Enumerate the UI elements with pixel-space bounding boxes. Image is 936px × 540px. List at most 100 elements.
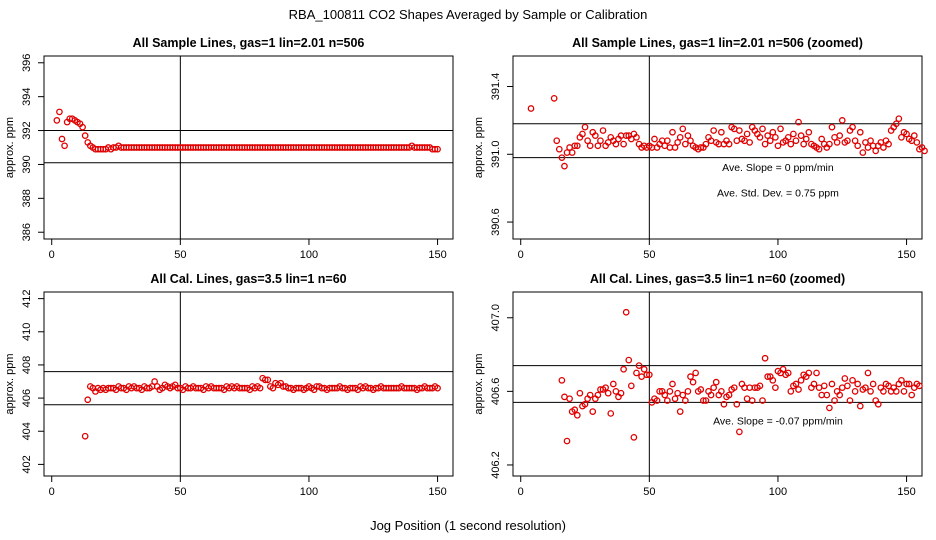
data-point bbox=[772, 133, 779, 141]
data-point bbox=[784, 133, 792, 141]
data-point bbox=[633, 369, 640, 377]
data-point bbox=[748, 397, 756, 404]
data-point bbox=[864, 369, 872, 377]
data-point bbox=[797, 132, 805, 139]
data-point bbox=[831, 397, 838, 404]
data-point bbox=[710, 384, 717, 392]
data-point bbox=[756, 133, 764, 141]
data-point bbox=[846, 397, 854, 404]
x-tick-label: 100 bbox=[300, 486, 318, 498]
data-point bbox=[784, 369, 792, 377]
data-point bbox=[720, 400, 728, 408]
y-tick-label: 408 bbox=[21, 356, 33, 374]
data-point bbox=[261, 376, 269, 384]
data-point bbox=[656, 388, 663, 395]
x-tick-label: 150 bbox=[897, 249, 915, 261]
y-tick-label: 406.2 bbox=[490, 451, 502, 479]
data-point bbox=[661, 391, 669, 399]
data-point bbox=[684, 388, 692, 395]
x-tick-label: 150 bbox=[428, 249, 446, 261]
x-tick-label: 0 bbox=[49, 486, 55, 498]
x-tick-label: 150 bbox=[428, 486, 446, 498]
data-point bbox=[589, 408, 597, 415]
data-point bbox=[651, 135, 658, 143]
data-point bbox=[607, 410, 615, 417]
data-point bbox=[697, 144, 705, 151]
data-point bbox=[586, 391, 594, 399]
data-point bbox=[563, 437, 571, 445]
data-point bbox=[800, 140, 808, 148]
data-point bbox=[764, 373, 772, 380]
data-point bbox=[823, 391, 831, 399]
data-point bbox=[256, 384, 264, 392]
data-point bbox=[633, 133, 640, 141]
data-point bbox=[684, 132, 692, 139]
data-point bbox=[591, 132, 599, 139]
data-point bbox=[581, 123, 589, 131]
data-point bbox=[573, 142, 581, 150]
data-point bbox=[900, 388, 908, 395]
data-point bbox=[84, 396, 92, 404]
data-point bbox=[761, 354, 769, 362]
data-point bbox=[777, 125, 784, 133]
data-point bbox=[527, 105, 535, 112]
data-series bbox=[558, 308, 923, 445]
data-point bbox=[671, 144, 679, 151]
panel-title: All Cal. Lines, gas=3.5 lin=1 n=60 bbox=[150, 272, 346, 286]
data-point bbox=[692, 369, 699, 377]
data-point bbox=[640, 365, 648, 373]
data-point bbox=[795, 118, 802, 126]
data-point bbox=[756, 382, 764, 390]
y-tick-label: 404 bbox=[21, 422, 33, 440]
data-point bbox=[599, 127, 607, 134]
y-tick-label: 388 bbox=[21, 189, 33, 207]
figure-x-label: Jog Position (1 second resolution) bbox=[370, 518, 566, 533]
plot-frame bbox=[43, 291, 454, 477]
data-point bbox=[579, 130, 586, 138]
y-tick-label: 390 bbox=[21, 155, 33, 173]
data-point bbox=[872, 147, 880, 155]
data-point bbox=[681, 140, 689, 148]
data-point bbox=[856, 402, 864, 410]
data-point bbox=[805, 128, 813, 136]
plot-frame bbox=[512, 55, 923, 240]
data-point bbox=[802, 135, 810, 143]
data-point bbox=[712, 378, 720, 386]
data-point bbox=[79, 123, 86, 131]
data-point bbox=[772, 384, 779, 392]
data-point bbox=[594, 142, 602, 150]
data-point bbox=[841, 375, 849, 382]
x-tick-label: 150 bbox=[897, 486, 915, 498]
data-point bbox=[851, 388, 859, 395]
panel-title: All Sample Lines, gas=1 lin=2.01 n=506 bbox=[133, 36, 365, 50]
data-point bbox=[566, 395, 573, 403]
x-tick-label: 50 bbox=[643, 486, 655, 498]
y-tick-label: 412 bbox=[21, 289, 33, 307]
data-point bbox=[759, 397, 766, 404]
chart-panel-1: All Sample Lines, gas=1 lin=2.01 n=506 0 5… bbox=[4, 36, 454, 261]
x-tick-label: 0 bbox=[518, 486, 524, 498]
data-point bbox=[687, 137, 694, 145]
data-point bbox=[679, 125, 687, 133]
data-point bbox=[604, 389, 612, 397]
data-point bbox=[736, 428, 743, 436]
data-point bbox=[609, 380, 617, 388]
data-point bbox=[625, 356, 633, 364]
data-point bbox=[710, 127, 717, 134]
data-point bbox=[702, 397, 710, 404]
annotation: Ave. Slope = 0 ppm/min bbox=[722, 162, 834, 174]
x-tick-label: 50 bbox=[174, 486, 186, 498]
data-point bbox=[597, 137, 604, 145]
data-point bbox=[826, 404, 833, 412]
x-tick-label: 100 bbox=[300, 249, 318, 261]
data-point bbox=[553, 137, 561, 145]
x-tick-label: 100 bbox=[769, 486, 787, 498]
data-series bbox=[81, 374, 441, 440]
data-point bbox=[558, 376, 566, 384]
data-point bbox=[61, 142, 68, 150]
data-point bbox=[795, 386, 802, 393]
data-point bbox=[679, 391, 687, 399]
data-point bbox=[779, 365, 787, 373]
data-point bbox=[700, 397, 707, 404]
data-point bbox=[725, 391, 733, 399]
